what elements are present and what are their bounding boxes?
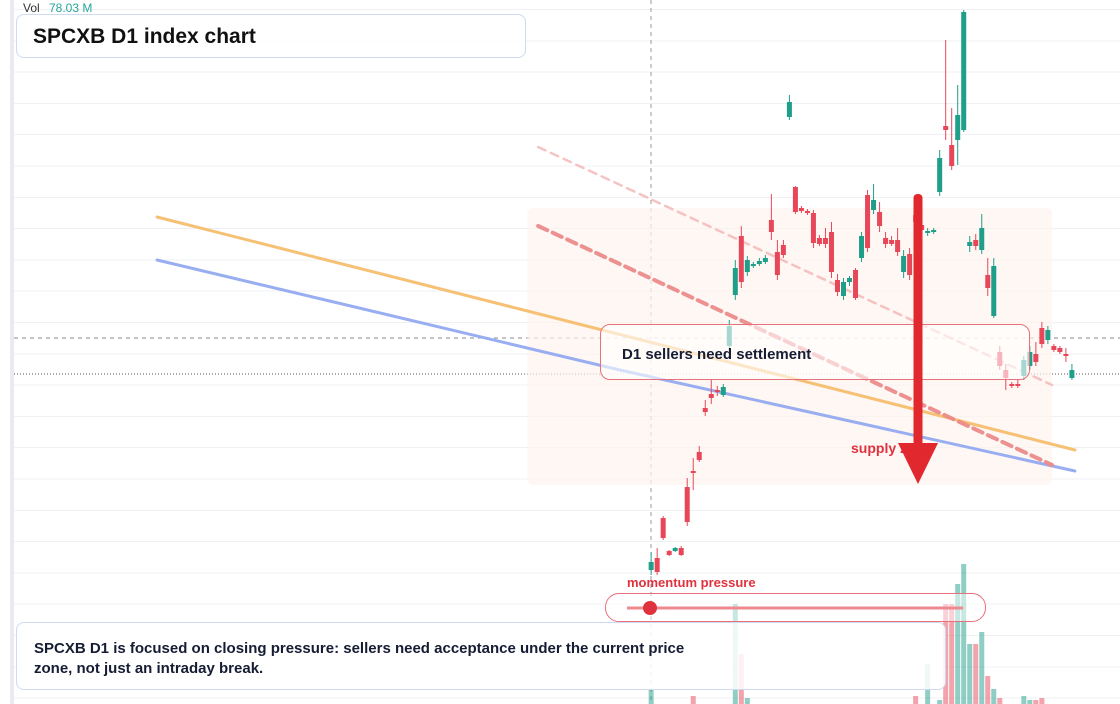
volume-bar — [913, 696, 919, 704]
candle-body — [816, 238, 822, 244]
candle-body — [967, 242, 973, 246]
candle-body — [798, 208, 804, 211]
volume-bar — [967, 644, 973, 704]
candle-body — [865, 195, 871, 248]
candle-body — [750, 264, 756, 266]
candle-body — [1051, 346, 1057, 350]
candle-body — [919, 225, 925, 230]
candle-body — [955, 115, 961, 140]
candle-body — [690, 471, 696, 473]
candle-body — [859, 236, 865, 258]
candle-body — [654, 558, 660, 572]
candle-body — [696, 452, 702, 460]
volume-bar — [979, 632, 985, 704]
candle-body — [871, 200, 877, 210]
candle-body — [895, 240, 901, 252]
candle-body — [853, 270, 859, 298]
candle-body — [1009, 384, 1015, 386]
candle-body — [666, 551, 672, 555]
annotation-box: D1 sellers need settlement — [600, 324, 1030, 380]
candle-body — [913, 215, 919, 222]
candle-body — [792, 187, 798, 212]
candle-body — [702, 408, 708, 412]
candle-body — [847, 278, 853, 282]
candle-body — [732, 268, 738, 295]
candle-body — [925, 231, 931, 233]
candle-body — [660, 518, 666, 538]
candle-body — [762, 258, 768, 262]
volume-label: Vol — [23, 1, 40, 15]
candle-body — [708, 394, 714, 398]
candle-body — [738, 236, 744, 282]
candle-body — [1045, 330, 1051, 340]
trendline — [536, 145, 1054, 387]
volume-bar — [690, 696, 696, 704]
candle-body — [822, 238, 828, 244]
candle-body — [841, 282, 846, 296]
indicator-box — [605, 593, 986, 622]
volume-bar — [744, 698, 750, 704]
candle-body — [931, 230, 937, 232]
volume-bar — [997, 698, 1003, 704]
candle-body — [834, 280, 840, 292]
candle-body — [943, 126, 949, 130]
annotation: D1 sellers need settlement — [622, 346, 812, 363]
footer-text: SPCXB D1 is focused on closing pressure:… — [34, 640, 685, 677]
candle-body — [1039, 328, 1045, 344]
volume-bar — [973, 644, 979, 704]
candle-body — [684, 487, 690, 522]
chart-title: SPCXB D1 index chart — [33, 25, 256, 48]
volume-bar — [648, 690, 654, 704]
candle-body — [672, 548, 678, 551]
candle-body — [949, 145, 955, 166]
candle-body — [714, 390, 720, 392]
candle-body — [937, 158, 943, 192]
candle-body — [961, 12, 967, 130]
candle-body — [907, 254, 913, 275]
candle-body — [883, 238, 889, 244]
volume-bar — [949, 604, 955, 704]
candle-body — [1057, 348, 1063, 352]
candle-body — [756, 261, 762, 264]
candle-body — [889, 240, 895, 244]
candle-body — [774, 252, 780, 275]
candle-body — [985, 275, 991, 288]
volume-bar — [1039, 698, 1045, 704]
left-edge — [10, 0, 14, 704]
candle-body — [973, 240, 979, 246]
volume-bar — [1021, 696, 1027, 704]
candle-body — [744, 260, 750, 272]
candle-body — [1015, 384, 1021, 386]
candle-body — [786, 102, 792, 117]
candle-body — [720, 387, 726, 395]
candle-body — [810, 213, 816, 243]
candle-body — [1069, 370, 1075, 378]
candle-body — [1063, 354, 1069, 356]
indicator — [627, 601, 963, 615]
candle-body — [768, 220, 774, 232]
volume-bar — [955, 584, 961, 704]
candle-body — [1033, 354, 1039, 362]
volume-bar — [991, 689, 997, 704]
footer-box: SPCXB D1 is focused on closing pressure:… — [16, 622, 946, 690]
volume-bar — [1033, 700, 1039, 704]
volume-value: 78.03 M — [49, 1, 93, 15]
candle-body — [828, 232, 834, 272]
volume-bar — [1027, 700, 1033, 704]
candle-body — [901, 256, 907, 272]
candle-body — [991, 266, 997, 316]
candle-body — [678, 548, 684, 555]
candle-body — [780, 245, 786, 255]
volume-bar — [961, 564, 967, 704]
candle-body — [804, 211, 810, 213]
title-box: SPCXB D1 index chart — [16, 14, 526, 58]
volume-bar — [937, 700, 943, 704]
candle-body — [877, 212, 883, 226]
volume-bar — [985, 676, 991, 704]
indicator-dot — [643, 601, 657, 615]
candle-body — [648, 562, 654, 570]
candle-body — [979, 228, 985, 250]
